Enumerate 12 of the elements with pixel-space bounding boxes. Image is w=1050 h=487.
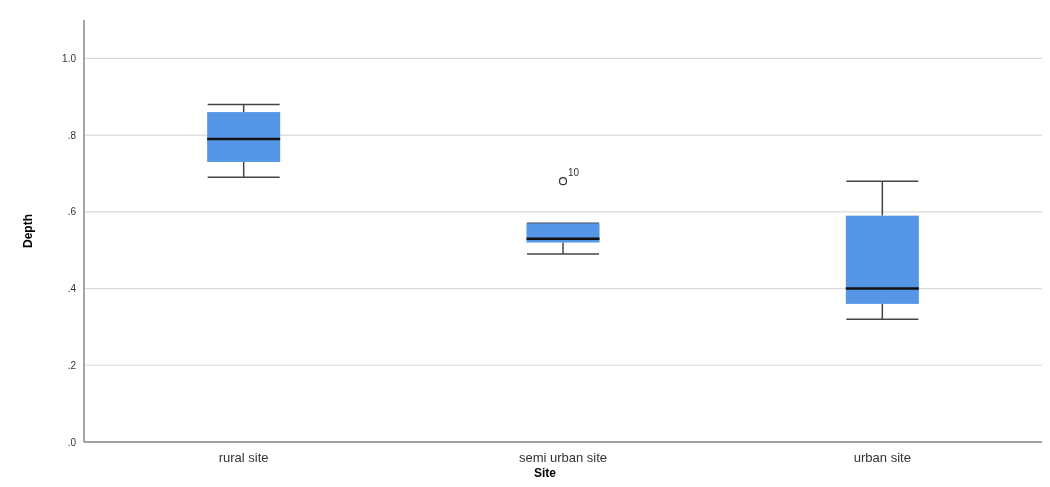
x-tick-label: rural site — [218, 450, 269, 465]
annotation: 10 — [568, 167, 580, 179]
x-tick-label: semi urban site — [518, 450, 608, 465]
y-tick-label: 1.0 — [62, 52, 77, 64]
y-tick-label: .4 — [67, 283, 77, 295]
x-axis-title: Site — [533, 466, 557, 480]
y-tick-label: .6 — [67, 206, 77, 218]
y-axis-title: Depth — [21, 214, 35, 248]
x-tick-label: urban site — [853, 450, 911, 465]
y-tick-label: .8 — [67, 129, 77, 141]
y-tick-label: .2 — [67, 359, 77, 371]
y-tick-label: .0 — [67, 436, 77, 448]
